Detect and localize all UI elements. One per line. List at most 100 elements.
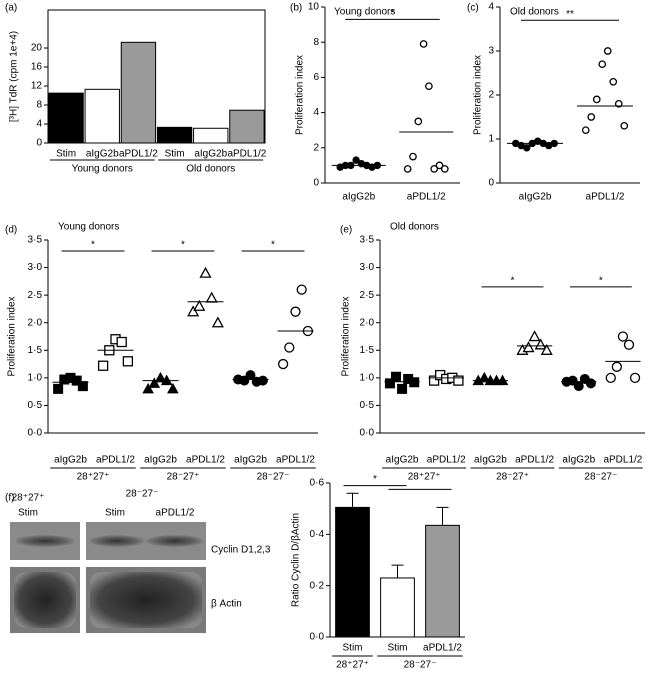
bar xyxy=(120,41,157,144)
data-point xyxy=(116,336,127,348)
group-label: 28⁻27⁺ xyxy=(167,472,200,483)
x-tick-label: aPDL1/2 xyxy=(586,192,625,203)
x-tick-label: aPDL1/2 xyxy=(227,149,266,160)
data-point xyxy=(148,377,161,388)
data-point xyxy=(391,371,402,382)
y-tick-label: 8 xyxy=(36,100,42,111)
y-tick-label: 4 xyxy=(488,2,494,13)
x-tick-label: aIgG2b xyxy=(386,455,419,466)
data-point xyxy=(585,378,596,389)
bar xyxy=(229,109,265,144)
bar xyxy=(84,88,120,144)
blot-band xyxy=(15,535,75,547)
y-tick-label: 0·5 xyxy=(28,400,43,411)
y-tick-label: 1·5 xyxy=(28,345,43,356)
y-tick-label: 10 xyxy=(308,2,320,13)
panel-label: (d) xyxy=(5,225,17,236)
data-point xyxy=(629,372,641,384)
y-tick-label: 1·0 xyxy=(360,372,375,383)
y-tick-label: 3 xyxy=(488,46,494,57)
group-label: 28⁺27⁺ xyxy=(77,472,110,483)
chart-title: Young donors xyxy=(58,222,119,233)
x-tick-label: aPDL1/2 xyxy=(407,192,446,203)
y-tick-label: 20 xyxy=(31,43,43,54)
data-point xyxy=(257,375,268,386)
group-label: 28⁻27⁻ xyxy=(257,472,290,483)
y-axis-label: Proliferation index xyxy=(7,296,18,376)
x-tick-label: Stim xyxy=(165,149,185,160)
significance-label: * xyxy=(271,240,275,251)
data-point xyxy=(435,161,444,170)
blot-group-label: 28⁺27⁺ xyxy=(12,493,45,504)
data-point xyxy=(409,152,417,161)
data-point xyxy=(53,383,64,394)
data-point xyxy=(598,60,607,69)
data-point xyxy=(534,338,547,350)
group-label: Old donors xyxy=(186,164,235,175)
chart-title: Old donors xyxy=(390,222,439,233)
bar xyxy=(156,126,193,144)
x-tick-label: aIgG2b xyxy=(86,149,119,160)
data-point xyxy=(522,341,535,353)
blot-band xyxy=(146,535,204,547)
x-tick-label: aIgG2b xyxy=(474,455,507,466)
y-tick-label: 3·5 xyxy=(360,235,375,246)
x-tick-label: aIgG2b xyxy=(234,455,267,466)
y-tick-label: 0 xyxy=(313,178,319,189)
y-tick-label: 0 xyxy=(36,138,42,149)
chart-title: Old donors xyxy=(510,7,559,18)
data-point xyxy=(352,156,360,164)
blot-band xyxy=(89,535,145,547)
y-tick-label: 2·0 xyxy=(360,317,375,328)
significance-label: * xyxy=(91,240,95,251)
bar xyxy=(380,577,415,638)
x-tick-label: aIgG2b xyxy=(562,455,595,466)
y-tick-label: 0·0 xyxy=(310,632,325,643)
significance-label: * xyxy=(599,276,603,287)
x-tick-label: Stim xyxy=(388,643,408,654)
x-tick-label: aPDL1/2 xyxy=(603,455,642,466)
y-tick-label: 0·4 xyxy=(310,529,325,540)
significance-label: * xyxy=(511,276,515,287)
data-point xyxy=(296,284,307,295)
data-point xyxy=(523,144,531,152)
chart-title: Young donors xyxy=(334,7,395,18)
data-point xyxy=(409,377,420,388)
group-label: 28⁻27⁻ xyxy=(584,472,617,483)
y-tick-label: 1·0 xyxy=(28,372,43,383)
x-tick-label: aIgG2b xyxy=(519,192,552,203)
data-point xyxy=(617,331,629,342)
x-tick-label: aPDL1/2 xyxy=(119,149,158,160)
y-tick-label: 0·6 xyxy=(310,478,325,489)
data-point xyxy=(284,342,295,353)
significance-label: ** xyxy=(566,9,574,20)
y-tick-label: 4 xyxy=(313,107,319,118)
data-point xyxy=(478,371,491,383)
y-tick-label: 4 xyxy=(36,119,42,130)
blot-band-label: Cyclin D1,2,3 xyxy=(211,545,271,556)
x-tick-label: aIgG2b xyxy=(342,192,375,203)
data-point xyxy=(77,381,88,392)
x-tick-label: aPDL1/2 xyxy=(186,455,225,466)
data-point xyxy=(440,165,449,173)
panel-label: (a) xyxy=(5,3,17,14)
group-label: 28⁺27⁺ xyxy=(408,472,441,483)
x-tick-label: aIgG2b xyxy=(144,455,177,466)
y-tick-label: 2 xyxy=(313,142,319,153)
significance-label: * xyxy=(181,240,185,251)
group-label: 28⁻27⁻ xyxy=(404,660,437,671)
data-point xyxy=(167,382,179,394)
bar xyxy=(48,92,84,144)
y-tick-label: 16 xyxy=(31,62,43,73)
y-tick-label: 2 xyxy=(488,90,494,101)
y-tick-label: 3·5 xyxy=(28,235,43,246)
data-point xyxy=(587,113,596,121)
y-axis-label: Proliferation index xyxy=(341,296,352,376)
data-point xyxy=(193,299,206,311)
blot-band-label: β Actin xyxy=(211,599,242,610)
panel-label: (f) xyxy=(5,493,14,504)
y-tick-label: 2·5 xyxy=(28,290,43,301)
blot-lane-label: aPDL1/2 xyxy=(156,508,195,519)
data-point xyxy=(277,358,289,370)
